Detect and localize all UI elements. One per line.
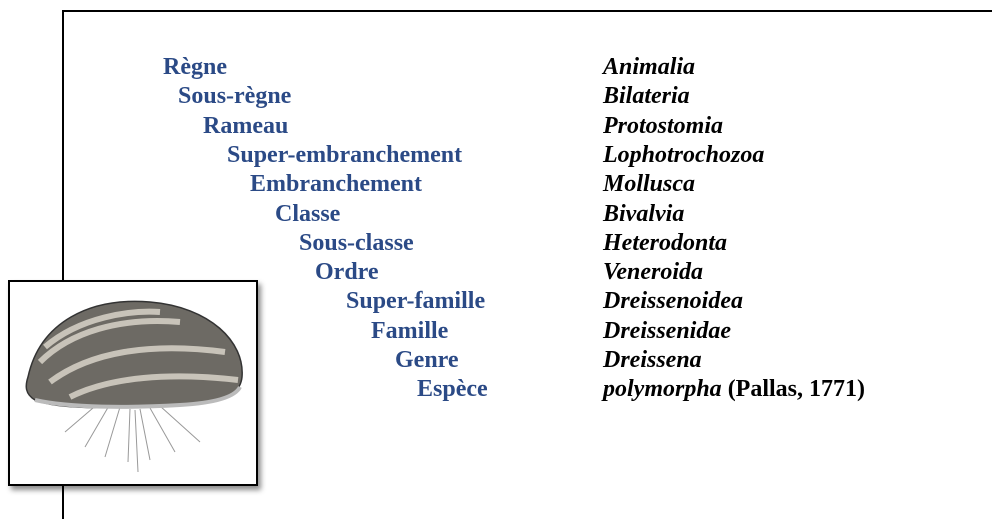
taxon-text: Mollusca <box>603 171 696 198</box>
taxon-text: Veneroida <box>603 259 704 286</box>
taxon-name: Dreissena <box>603 346 702 375</box>
taxon-name: Dreissenoidea <box>603 287 743 316</box>
authority: (Pallas, 1771) <box>727 376 866 403</box>
taxon-name: Mollusca <box>603 170 695 199</box>
taxon-name: Lophotrochozoa <box>603 141 764 170</box>
rank-label: Super-famille <box>346 288 486 315</box>
rank-label: Famille <box>371 317 449 344</box>
taxon-text: Bivalvia <box>603 200 685 227</box>
taxon-text: polymorpha <box>603 376 722 403</box>
rank-label: Embranchement <box>250 171 422 198</box>
taxon-name: polymorpha (Pallas, 1771) <box>603 375 865 404</box>
rank-label: Règne <box>163 54 227 80</box>
rank-label: Rameau <box>203 112 289 139</box>
rank-label: Genre <box>395 347 459 373</box>
rank-label: Ordre <box>315 259 379 286</box>
taxon-text: Protostomia <box>603 112 724 139</box>
taxon-text: Dreissenidae <box>603 317 731 344</box>
taxon-name: Protostomia <box>603 112 723 141</box>
taxon-text: Dreissena <box>603 347 702 373</box>
taxon-name: Veneroida <box>603 258 703 287</box>
taxon-name: Animalia <box>603 53 695 82</box>
mussel-drawing <box>25 300 243 473</box>
rank-label: Sous-règne <box>178 83 292 110</box>
rank-label: Espèce <box>417 376 488 403</box>
rank-label: Sous-classe <box>299 229 414 256</box>
taxon-name: Heterodonta <box>603 229 727 258</box>
taxon-name: Bivalvia <box>603 200 684 229</box>
taxon-name: Dreissenidae <box>603 317 731 346</box>
rank-label: Super-embranchement <box>227 141 463 168</box>
taxon-text: Lophotrochozoa <box>603 141 765 168</box>
rank-label: Classe <box>275 200 341 227</box>
taxon-name: Bilateria <box>603 82 690 111</box>
taxon-text: Dreissenoidea <box>603 288 743 315</box>
mussel-image <box>8 280 258 486</box>
taxon-text: Heterodonta <box>603 229 727 256</box>
taxon-text: Bilateria <box>603 83 690 110</box>
frame <box>62 10 992 519</box>
taxon-text: Animalia <box>603 54 696 80</box>
